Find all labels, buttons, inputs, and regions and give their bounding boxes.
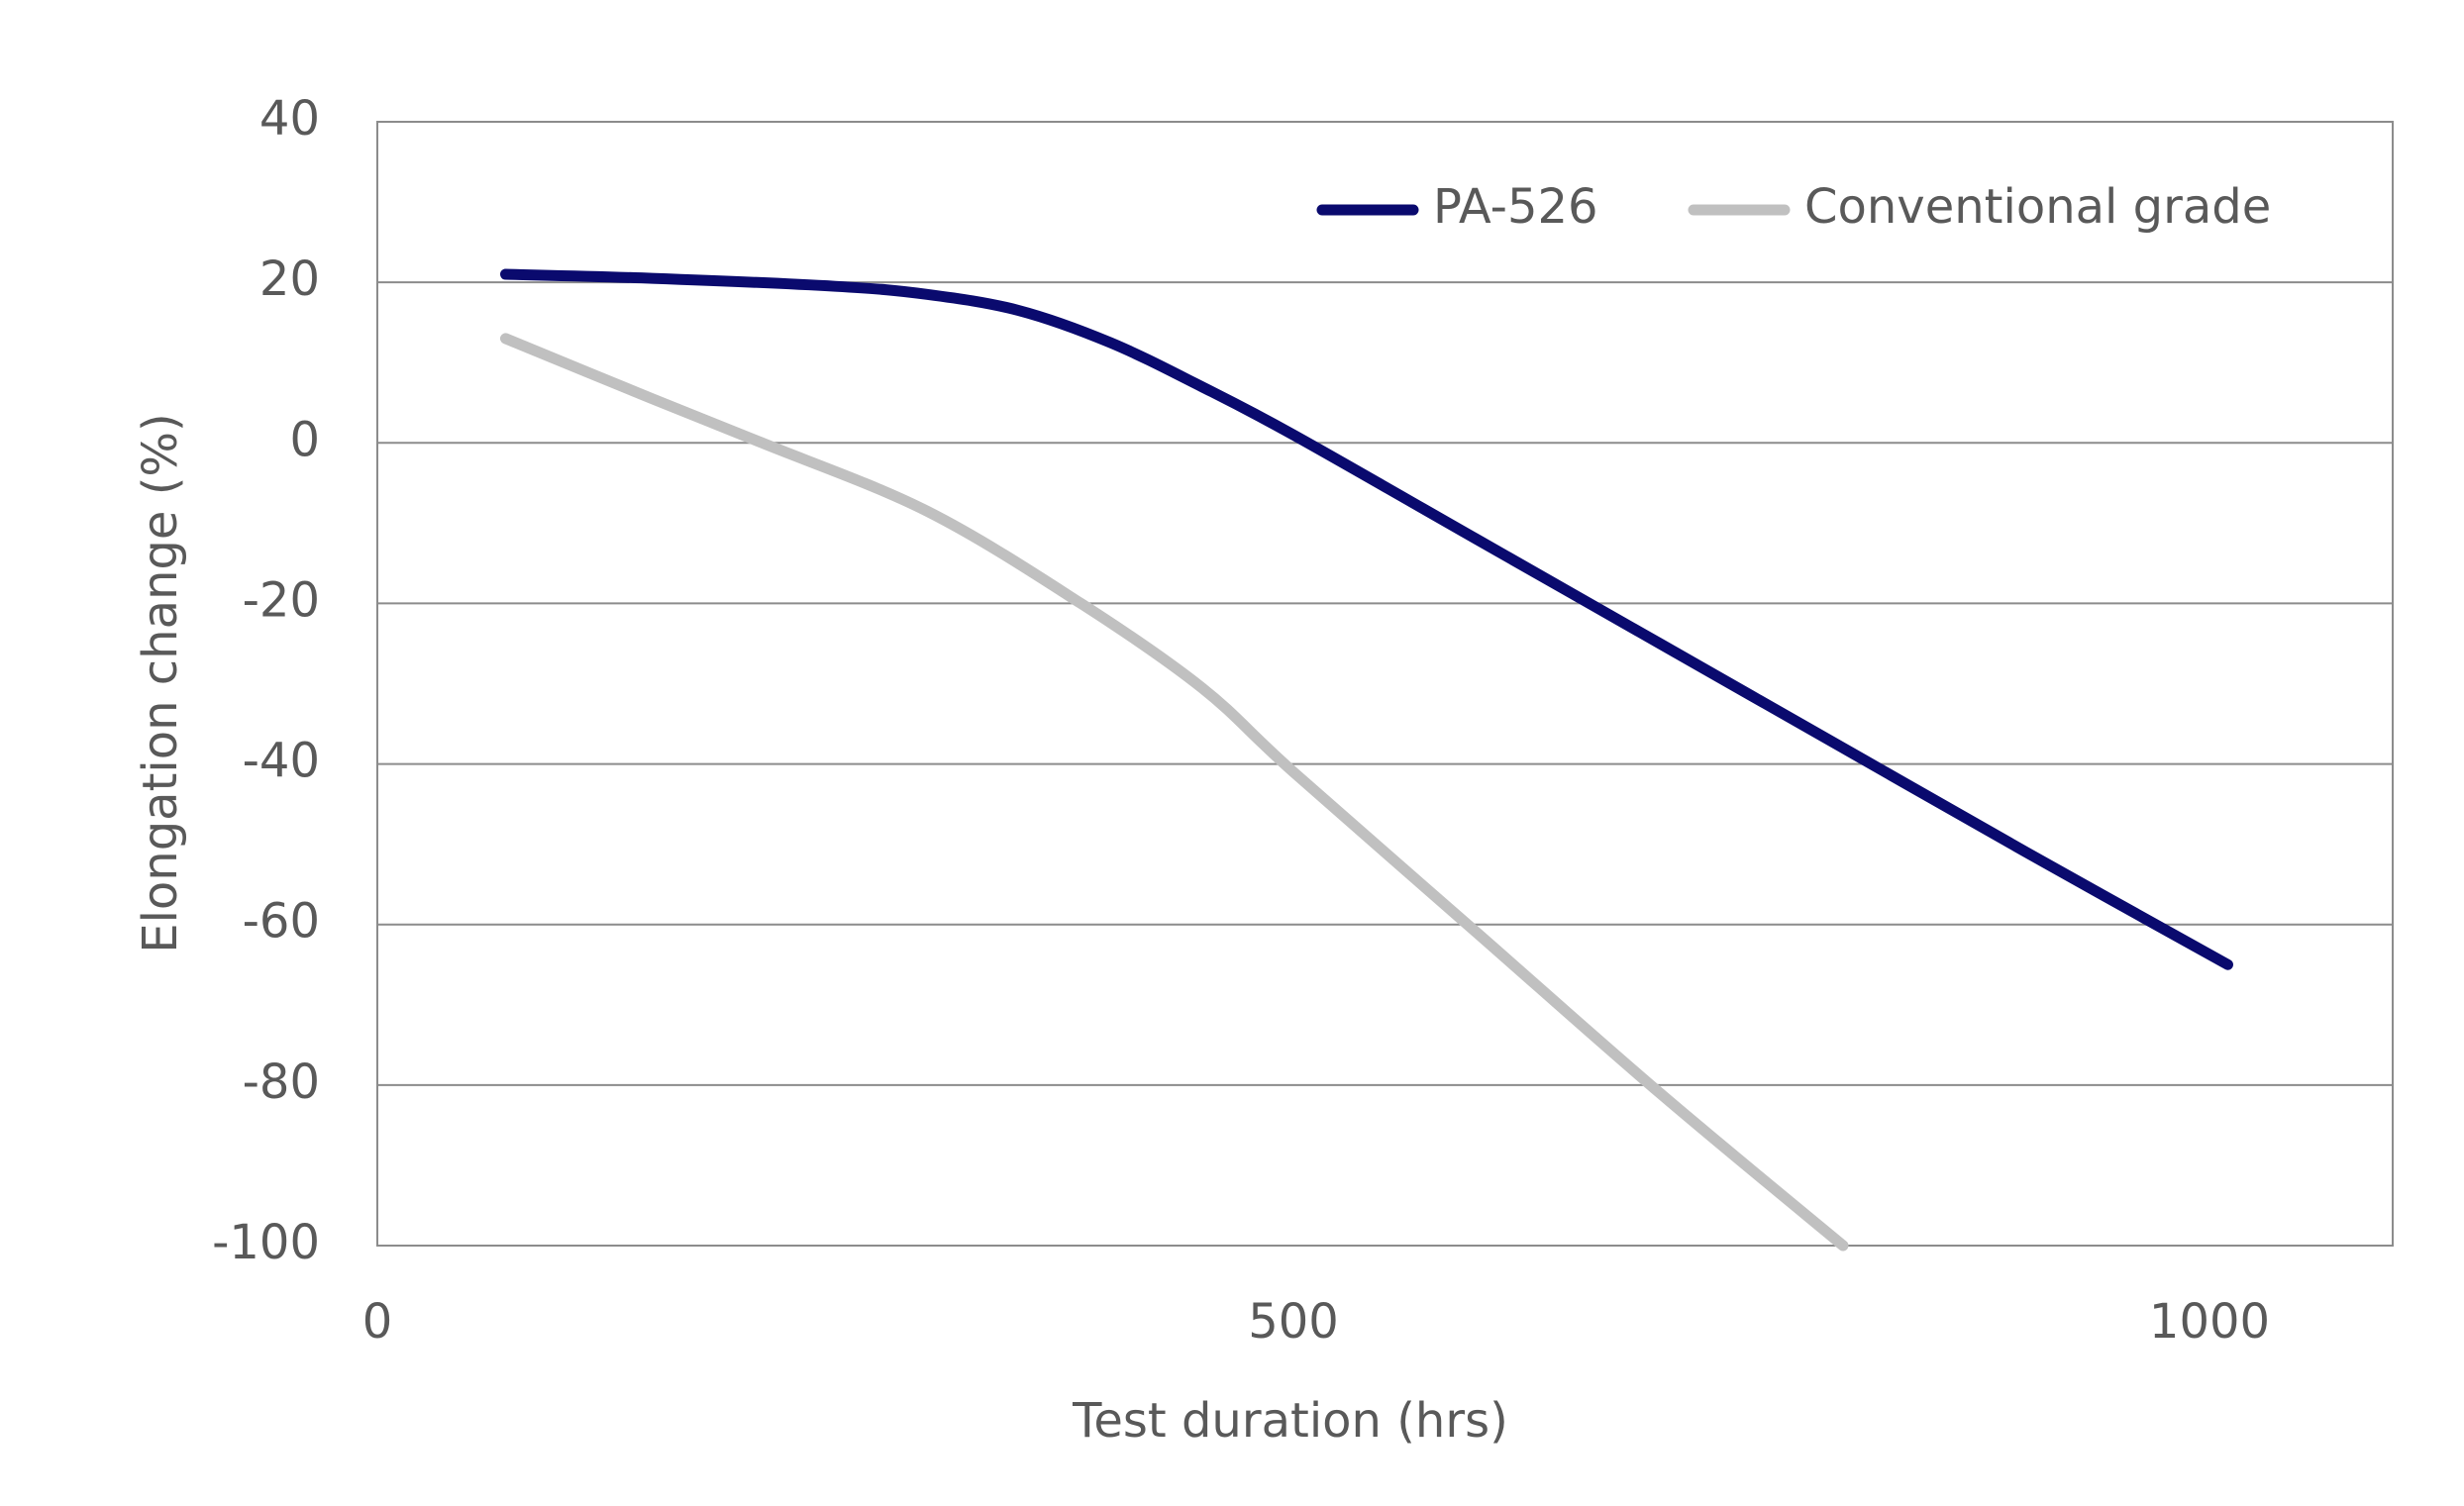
x-tick-label: 0 (362, 1294, 393, 1350)
y-tick-label: -80 (243, 1054, 320, 1110)
x-axis-label: Test duration (hrs) (1072, 1393, 1508, 1449)
y-tick-label: -100 (212, 1215, 320, 1270)
plot-frame (376, 121, 2394, 1247)
line-series (500, 333, 1849, 1252)
legend-label: Conventional grade (1804, 179, 2271, 235)
x-tick-label: 1000 (2149, 1294, 2270, 1350)
y-tick-label: -20 (243, 572, 320, 628)
line-series (500, 268, 2233, 970)
y-tick-label: 40 (259, 91, 320, 147)
y-tick-label: -60 (243, 894, 320, 950)
y-tick-label: 20 (259, 251, 320, 307)
legend-label: PA-526 (1433, 179, 1598, 235)
y-tick-label: -40 (243, 734, 320, 789)
y-tick-label: 0 (289, 412, 320, 467)
y-axis-label: Elongation change (%) (133, 413, 188, 954)
x-tick-label: 500 (1248, 1294, 1339, 1350)
